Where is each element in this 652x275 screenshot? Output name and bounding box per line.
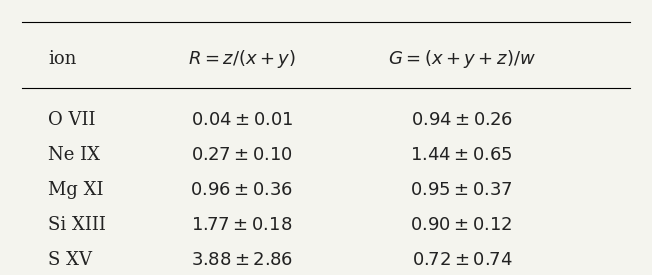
Text: $3.88 \pm 2.86$: $3.88 \pm 2.86$: [191, 251, 293, 269]
Text: $0.90 \pm 0.12$: $0.90 \pm 0.12$: [411, 216, 513, 234]
Text: ion: ion: [48, 50, 76, 68]
Text: Si XIII: Si XIII: [48, 216, 106, 234]
Text: O VII: O VII: [48, 111, 96, 129]
Text: $1.77 \pm 0.18$: $1.77 \pm 0.18$: [191, 216, 293, 234]
Text: $G = (x + y + z)/w$: $G = (x + y + z)/w$: [388, 48, 536, 70]
Text: $R = z/(x + y)$: $R = z/(x + y)$: [188, 48, 296, 70]
Text: Ne IX: Ne IX: [48, 146, 100, 164]
Text: $0.27 \pm 0.10$: $0.27 \pm 0.10$: [191, 146, 293, 164]
Text: $0.96 \pm 0.36$: $0.96 \pm 0.36$: [190, 181, 293, 199]
Text: S XV: S XV: [48, 251, 92, 269]
Text: $0.04 \pm 0.01$: $0.04 \pm 0.01$: [190, 111, 293, 129]
Text: $0.72 \pm 0.74$: $0.72 \pm 0.74$: [411, 251, 512, 269]
Text: $0.94 \pm 0.26$: $0.94 \pm 0.26$: [411, 111, 512, 129]
Text: $0.95 \pm 0.37$: $0.95 \pm 0.37$: [410, 181, 513, 199]
Text: Mg XI: Mg XI: [48, 181, 104, 199]
Text: $1.44 \pm 0.65$: $1.44 \pm 0.65$: [410, 146, 513, 164]
